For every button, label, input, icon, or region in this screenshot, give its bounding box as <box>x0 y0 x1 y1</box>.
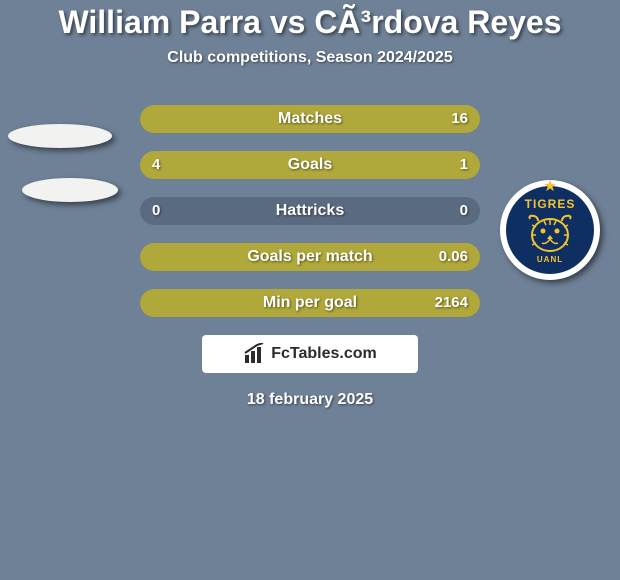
date-line: 18 february 2025 <box>0 391 620 409</box>
comparison-bars: Matches16 Goals4 1 Hattricks0 0 Goals per mat… <box>140 105 480 317</box>
title-text: William Parra vs CÃ³rdova Reyes <box>58 4 561 40</box>
bar-label: Matches <box>140 105 480 133</box>
badge-text-bottom: UANL <box>537 255 563 264</box>
bar-label: Min per goal <box>140 289 480 317</box>
bar-label: Goals per match <box>140 243 480 271</box>
fctables-watermark: FcTables.com <box>202 335 418 373</box>
bar-row: Goals4 1 <box>140 151 480 179</box>
bar-value-right: 16 <box>451 105 468 133</box>
bar-row: Matches16 <box>140 105 480 133</box>
bar-value-left: 4 <box>152 151 160 179</box>
bar-label: Goals <box>140 151 480 179</box>
page-title: William Parra vs CÃ³rdova Reyes <box>0 0 620 41</box>
right-team-badge: ★ TIGRES UANL <box>500 180 600 280</box>
tiger-face-icon <box>526 213 574 253</box>
bar-value-left: 0 <box>152 197 160 225</box>
watermark-text: FcTables.com <box>271 345 377 363</box>
badge-text-top: TIGRES <box>525 197 576 211</box>
bar-label: Hattricks <box>140 197 480 225</box>
bar-value-right: 0 <box>460 197 468 225</box>
date-text: 18 february 2025 <box>247 391 373 408</box>
subtitle-text: Club competitions, Season 2024/2025 <box>167 49 452 66</box>
tigres-badge-inner: ★ TIGRES UANL <box>506 186 594 274</box>
bar-value-right: 2164 <box>435 289 468 317</box>
bar-row: Goals per match0.06 <box>140 243 480 271</box>
team-logo-placeholder <box>22 178 118 202</box>
subtitle: Club competitions, Season 2024/2025 <box>0 49 620 67</box>
team-logo-placeholder <box>8 124 112 148</box>
bar-value-right: 1 <box>460 151 468 179</box>
bar-row: Hattricks0 0 <box>140 197 480 225</box>
star-icon: ★ <box>543 176 557 196</box>
chart-icon <box>243 343 267 365</box>
bar-row: Min per goal2164 <box>140 289 480 317</box>
bar-value-right: 0.06 <box>439 243 468 271</box>
